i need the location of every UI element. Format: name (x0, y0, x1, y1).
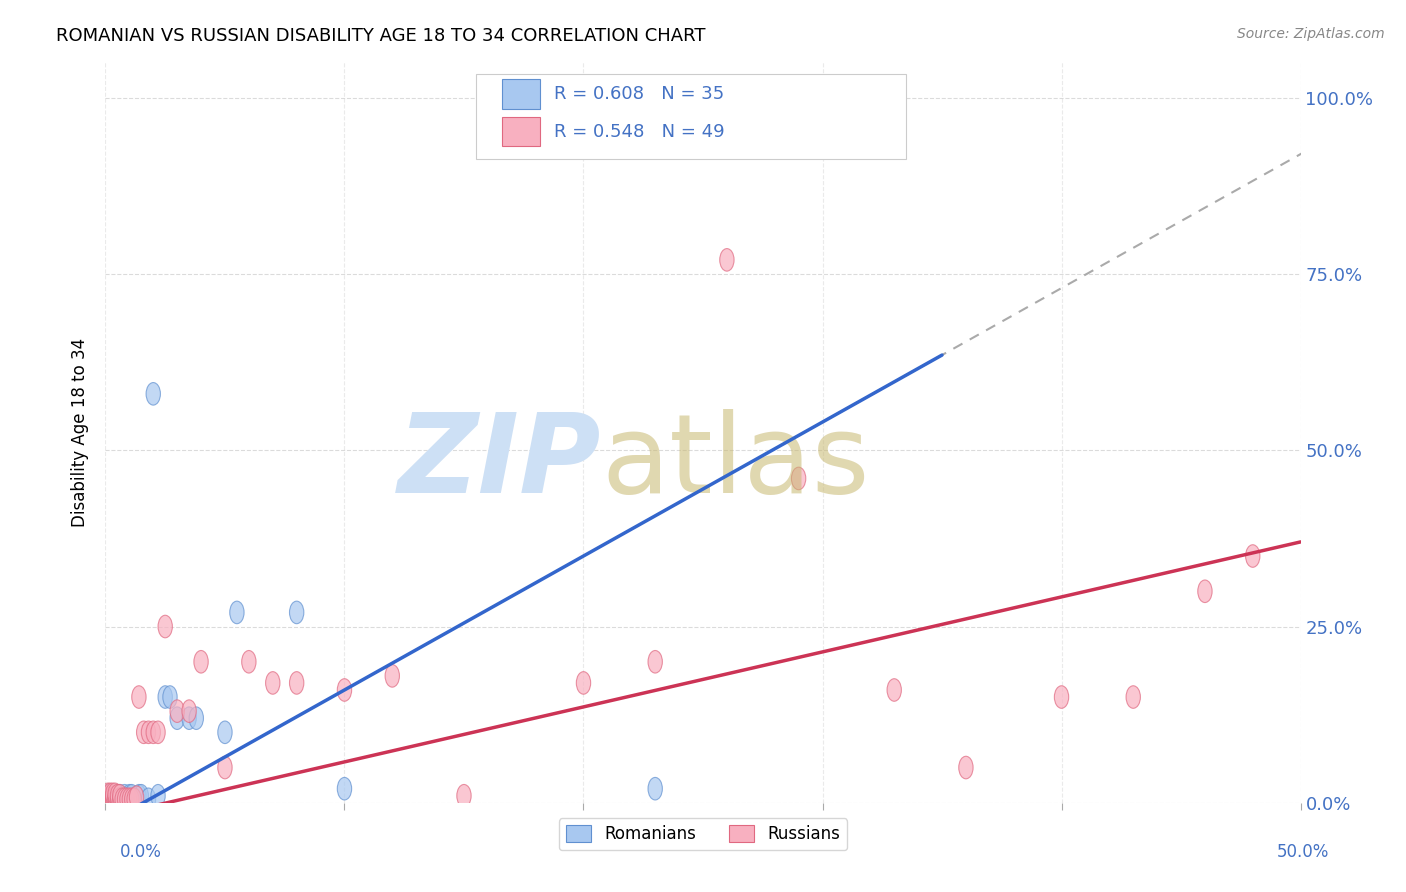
Text: R = 0.548   N = 49: R = 0.548 N = 49 (554, 122, 724, 141)
Ellipse shape (576, 672, 591, 694)
Ellipse shape (105, 786, 120, 808)
Ellipse shape (118, 784, 132, 807)
Ellipse shape (110, 788, 125, 811)
Ellipse shape (134, 784, 149, 807)
Text: ROMANIAN VS RUSSIAN DISABILITY AGE 18 TO 34 CORRELATION CHART: ROMANIAN VS RUSSIAN DISABILITY AGE 18 TO… (56, 27, 706, 45)
Ellipse shape (132, 784, 146, 807)
Ellipse shape (141, 721, 156, 744)
Ellipse shape (792, 467, 806, 490)
Ellipse shape (170, 700, 184, 723)
Ellipse shape (105, 788, 120, 811)
Ellipse shape (105, 786, 120, 808)
Ellipse shape (101, 788, 115, 811)
Ellipse shape (1198, 580, 1212, 603)
Ellipse shape (108, 786, 122, 808)
Ellipse shape (103, 788, 118, 811)
Ellipse shape (108, 783, 122, 805)
Ellipse shape (1126, 686, 1140, 708)
FancyBboxPatch shape (475, 73, 905, 159)
Ellipse shape (110, 784, 125, 807)
Ellipse shape (146, 383, 160, 405)
Ellipse shape (648, 778, 662, 800)
Ellipse shape (110, 788, 125, 811)
Ellipse shape (887, 87, 901, 109)
Ellipse shape (103, 786, 118, 808)
Ellipse shape (122, 784, 136, 807)
Text: atlas: atlas (602, 409, 870, 516)
Y-axis label: Disability Age 18 to 34: Disability Age 18 to 34 (72, 338, 90, 527)
Ellipse shape (112, 784, 127, 807)
Ellipse shape (163, 686, 177, 708)
Ellipse shape (101, 783, 115, 805)
Text: Source: ZipAtlas.com: Source: ZipAtlas.com (1237, 27, 1385, 41)
Ellipse shape (188, 706, 204, 730)
Ellipse shape (120, 788, 134, 811)
Ellipse shape (105, 788, 120, 811)
Ellipse shape (108, 784, 122, 807)
Ellipse shape (105, 783, 120, 805)
Ellipse shape (127, 788, 141, 811)
Text: ZIP: ZIP (398, 409, 602, 516)
Ellipse shape (108, 788, 122, 811)
Ellipse shape (101, 786, 115, 808)
Ellipse shape (887, 679, 901, 701)
Ellipse shape (229, 601, 245, 624)
Ellipse shape (385, 665, 399, 687)
Ellipse shape (127, 788, 141, 811)
Ellipse shape (290, 672, 304, 694)
Ellipse shape (120, 788, 134, 811)
Ellipse shape (242, 650, 256, 673)
Ellipse shape (103, 788, 118, 811)
Ellipse shape (218, 756, 232, 779)
Ellipse shape (150, 721, 166, 744)
Ellipse shape (108, 788, 122, 811)
Ellipse shape (141, 788, 156, 811)
Ellipse shape (157, 615, 173, 638)
Text: 50.0%: 50.0% (1277, 843, 1329, 861)
Ellipse shape (266, 672, 280, 694)
Legend: Romanians, Russians: Romanians, Russians (560, 819, 846, 850)
Ellipse shape (115, 788, 129, 811)
Ellipse shape (170, 706, 184, 730)
Ellipse shape (103, 786, 118, 808)
Ellipse shape (112, 788, 127, 811)
Ellipse shape (103, 783, 118, 805)
Ellipse shape (101, 788, 115, 811)
Ellipse shape (146, 721, 160, 744)
Ellipse shape (112, 788, 127, 811)
Ellipse shape (110, 784, 125, 807)
Ellipse shape (118, 788, 132, 811)
Text: 0.0%: 0.0% (120, 843, 162, 861)
Ellipse shape (125, 784, 139, 807)
Ellipse shape (337, 679, 352, 701)
Ellipse shape (150, 784, 166, 807)
Ellipse shape (181, 706, 197, 730)
Ellipse shape (720, 249, 734, 271)
Ellipse shape (457, 784, 471, 807)
FancyBboxPatch shape (502, 117, 540, 146)
Ellipse shape (129, 786, 143, 808)
Ellipse shape (115, 788, 129, 811)
Ellipse shape (101, 784, 115, 807)
Ellipse shape (157, 686, 173, 708)
Ellipse shape (181, 700, 197, 723)
Ellipse shape (125, 788, 139, 811)
Ellipse shape (136, 721, 150, 744)
Ellipse shape (648, 650, 662, 673)
Ellipse shape (194, 650, 208, 673)
Ellipse shape (1246, 545, 1260, 567)
Ellipse shape (122, 788, 136, 811)
Ellipse shape (959, 756, 973, 779)
FancyBboxPatch shape (502, 79, 540, 109)
Ellipse shape (218, 721, 232, 744)
Ellipse shape (112, 784, 127, 807)
Ellipse shape (337, 778, 352, 800)
Ellipse shape (290, 601, 304, 624)
Ellipse shape (132, 686, 146, 708)
Ellipse shape (1054, 686, 1069, 708)
Text: R = 0.608   N = 35: R = 0.608 N = 35 (554, 86, 724, 103)
Ellipse shape (118, 788, 132, 811)
